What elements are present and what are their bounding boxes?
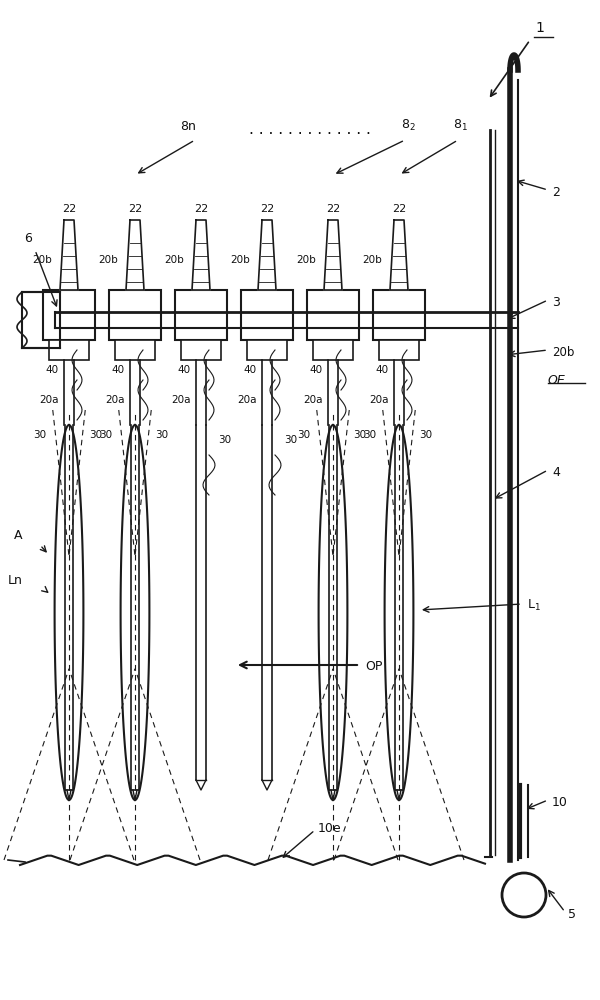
Text: 20a: 20a (238, 395, 257, 405)
Text: 20a: 20a (304, 395, 323, 405)
Bar (115, 340, 155, 360)
Bar (241, 290, 293, 340)
Text: 20b: 20b (164, 255, 184, 265)
Bar (373, 290, 425, 340)
Text: 2: 2 (552, 186, 560, 198)
Text: 20a: 20a (172, 395, 191, 405)
Text: 40: 40 (46, 365, 59, 375)
Text: 40: 40 (178, 365, 191, 375)
Text: 20a: 20a (370, 395, 389, 405)
Bar (43, 290, 95, 340)
Bar (49, 340, 89, 360)
Text: 22: 22 (128, 204, 142, 214)
Bar (247, 340, 287, 360)
Polygon shape (126, 220, 144, 290)
Text: 20b: 20b (296, 255, 316, 265)
Text: A: A (14, 529, 22, 542)
Text: OP: OP (365, 660, 382, 674)
Text: 8$_1$: 8$_1$ (452, 118, 467, 133)
Polygon shape (390, 220, 408, 290)
Text: L$_1$: L$_1$ (527, 597, 541, 613)
FancyBboxPatch shape (22, 292, 60, 348)
Text: 40: 40 (244, 365, 257, 375)
Text: 3: 3 (552, 296, 560, 308)
Bar (175, 290, 227, 340)
Text: 40: 40 (310, 365, 323, 375)
Bar (109, 290, 161, 340)
Text: 30: 30 (419, 430, 432, 440)
Text: 22: 22 (260, 204, 274, 214)
Text: 40: 40 (376, 365, 389, 375)
Bar (313, 340, 353, 360)
Text: 1: 1 (535, 21, 544, 35)
Text: 4: 4 (552, 466, 560, 479)
Text: 6: 6 (24, 232, 32, 245)
Text: 30: 30 (99, 430, 112, 440)
Text: 20a: 20a (40, 395, 59, 405)
Polygon shape (324, 220, 342, 290)
Text: 22: 22 (392, 204, 406, 214)
Text: 22: 22 (62, 204, 76, 214)
Bar (307, 290, 359, 340)
Text: 30: 30 (297, 430, 310, 440)
Text: 5: 5 (568, 908, 576, 922)
Text: 20b: 20b (552, 346, 574, 359)
Polygon shape (60, 220, 78, 290)
Text: 20b: 20b (32, 255, 52, 265)
Text: 30: 30 (363, 430, 376, 440)
Text: 30: 30 (33, 430, 46, 440)
Text: 40: 40 (112, 365, 125, 375)
Text: 30: 30 (284, 435, 297, 445)
Text: 30: 30 (353, 430, 366, 440)
Text: 30: 30 (89, 430, 102, 440)
Text: 10: 10 (552, 796, 568, 808)
Text: 30: 30 (218, 435, 231, 445)
Text: . . . . . . . . . . . . .: . . . . . . . . . . . . . (249, 122, 371, 137)
Bar (181, 340, 221, 360)
Text: 30: 30 (155, 430, 168, 440)
Text: 22: 22 (326, 204, 340, 214)
Text: 22: 22 (194, 204, 208, 214)
Polygon shape (258, 220, 276, 290)
Text: OE: OE (548, 373, 566, 386)
Polygon shape (192, 220, 210, 290)
Text: Ln: Ln (8, 574, 22, 587)
Text: 8n: 8n (180, 120, 196, 133)
Text: 20b: 20b (98, 255, 118, 265)
Text: 10e: 10e (318, 822, 341, 834)
Text: 20a: 20a (106, 395, 125, 405)
Text: 20b: 20b (362, 255, 382, 265)
Text: 20b: 20b (230, 255, 250, 265)
Text: 8$_2$: 8$_2$ (401, 118, 415, 133)
Bar (379, 340, 419, 360)
